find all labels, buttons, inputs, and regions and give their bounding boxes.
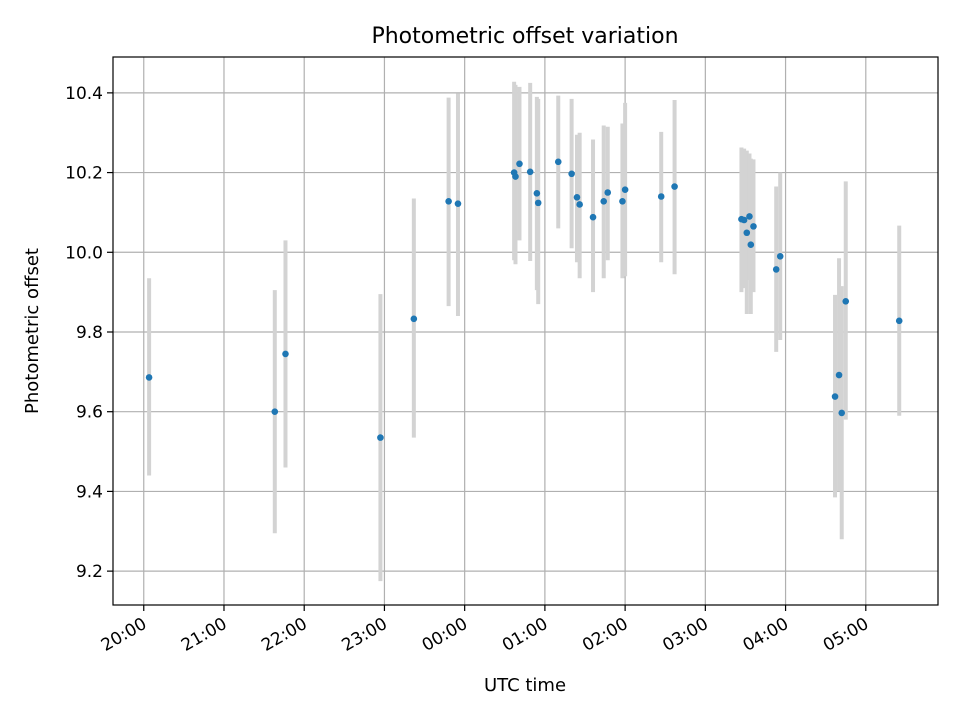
data-point (657, 193, 665, 200)
data-point (512, 173, 519, 180)
data-point (835, 371, 843, 379)
data-point (534, 199, 542, 207)
y-tick-label: 10.2 (65, 164, 103, 184)
y-tick-label: 9.8 (76, 323, 103, 343)
data-point (589, 213, 597, 221)
plot-frame (112, 56, 939, 606)
y-axis-label: Photometric offset (22, 248, 43, 414)
data-point (454, 200, 462, 207)
data-point (747, 241, 755, 249)
data-point (776, 252, 784, 260)
data-point (838, 409, 846, 417)
chart-title: Photometric offset variation (371, 24, 678, 49)
y-tick-label: 9.6 (76, 403, 103, 423)
data-point (533, 190, 541, 197)
data-point (445, 197, 452, 205)
y-tick-label: 10.4 (65, 84, 103, 104)
data-point (831, 393, 839, 400)
data-point (750, 223, 757, 230)
data-point (516, 160, 523, 168)
data-point (271, 408, 279, 416)
data-point (573, 193, 581, 201)
data-point (600, 197, 608, 205)
data-point (377, 434, 384, 441)
data-point (282, 350, 289, 358)
data-point (410, 315, 418, 323)
data-point (576, 201, 583, 208)
data-point (568, 170, 575, 178)
data-point (554, 158, 562, 166)
data-point (604, 189, 612, 196)
data-point (772, 266, 780, 273)
data-point (621, 186, 629, 194)
data-point (145, 374, 153, 381)
y-axis-ticks: 9.2 9.4 9.6 9.8 10.0 10.2 10.4 (65, 84, 113, 582)
data-point (740, 216, 748, 224)
data-point (671, 183, 678, 190)
data-point (842, 298, 850, 305)
data-points (145, 158, 903, 441)
y-tick-label: 9.2 (76, 562, 103, 582)
data-point (619, 197, 626, 205)
y-tick-label: 10.0 (65, 243, 103, 263)
data-point (743, 229, 751, 237)
data-point (746, 213, 753, 220)
grid-lines (113, 57, 938, 605)
y-tick-label: 9.4 (76, 482, 103, 502)
data-point (895, 317, 903, 325)
data-point (526, 168, 534, 176)
x-axis-label: UTC time (484, 675, 566, 696)
